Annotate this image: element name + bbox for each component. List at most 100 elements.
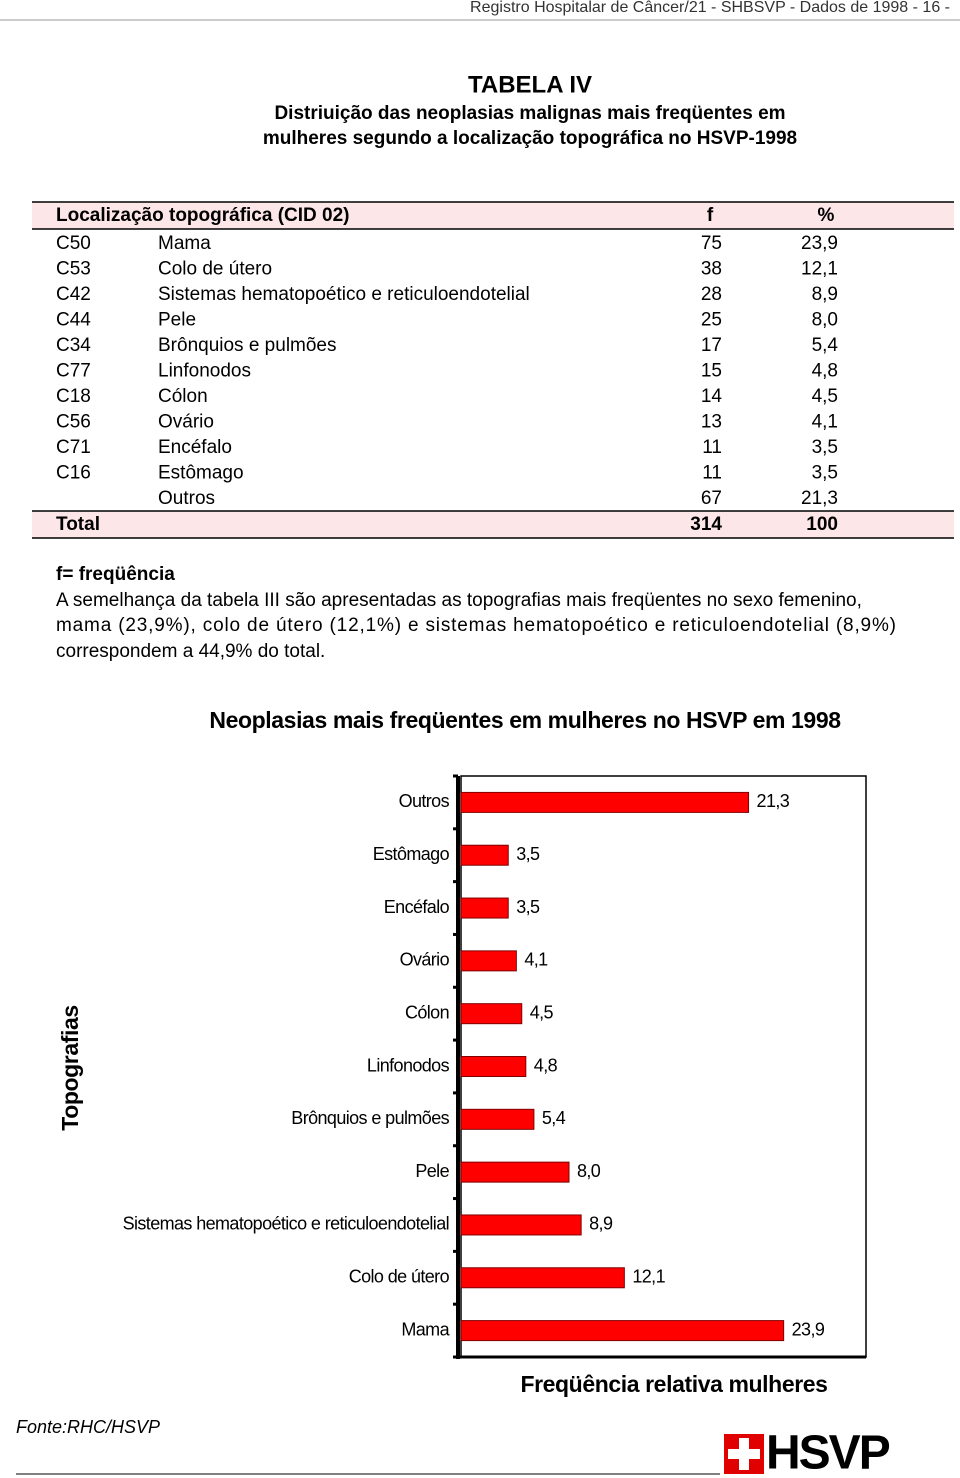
value-label: 23,9: [792, 1319, 825, 1339]
logo-cross: [728, 1449, 760, 1459]
y-tick-label: Colo de útero: [349, 1267, 450, 1287]
value-label: 8,9: [589, 1214, 613, 1234]
y-tick-label: Linfonodos: [367, 1055, 450, 1075]
cell-site: Sistemas hematopoético e reticuloendotel…: [158, 284, 530, 305]
bar: [460, 1214, 582, 1236]
cell-code: C53: [56, 259, 91, 280]
column-header: Localização topográfica (CID 02): [56, 205, 350, 226]
bar: [460, 1003, 523, 1025]
cell-f: 17: [701, 335, 722, 356]
y-tick-label: Ovário: [400, 950, 450, 970]
bar: [460, 1267, 625, 1289]
cell-code: C71: [56, 437, 91, 458]
cell-site: Pele: [158, 310, 196, 331]
table-header-bg: [32, 202, 954, 229]
value-label: 4,8: [534, 1055, 558, 1075]
cell-code: C42: [56, 284, 91, 305]
cell-site: Outros: [158, 488, 215, 509]
chart-title: Neoplasias mais freqüentes em mulheres n…: [209, 707, 841, 733]
cell-pct: 5,4: [812, 335, 839, 356]
cell-site: Mama: [158, 233, 211, 254]
cell-pct: 4,8: [812, 361, 838, 382]
bar: [460, 844, 509, 866]
cell-code: C56: [56, 412, 91, 433]
cell-pct: 21,3: [801, 488, 838, 509]
column-header: f: [707, 205, 714, 226]
cell-f: 11: [702, 463, 722, 484]
cell-pct: 4,5: [812, 386, 838, 407]
cell-f: 75: [701, 233, 722, 254]
column-header: %: [818, 205, 835, 226]
value-label: 8,0: [577, 1161, 601, 1181]
cell-site: Encéfalo: [158, 437, 232, 458]
logo: HSVP: [724, 1427, 892, 1478]
value-label: 4,1: [524, 950, 548, 970]
bar: [460, 1161, 570, 1183]
table-subtitle: mulheres segundo a localização topográfi…: [263, 128, 797, 149]
cell-f: 38: [701, 259, 722, 280]
cell-site: Colo de útero: [158, 259, 272, 280]
y-tick-label: Brônquios e pulmões: [291, 1108, 449, 1128]
cell-f: 11: [702, 437, 722, 458]
y-axis-title: Topografias: [57, 1005, 83, 1131]
bar: [460, 950, 517, 972]
y-tick-label: Mama: [401, 1319, 450, 1339]
cell-pct: 23,9: [801, 233, 838, 254]
x-axis-title: Freqüência relativa mulheres: [520, 1371, 827, 1397]
cell-site: Estômago: [158, 463, 244, 484]
y-tick-label: Encéfalo: [384, 897, 450, 917]
cell-code: C16: [56, 463, 91, 484]
logo-text: HSVP: [766, 1427, 890, 1478]
cell-pct: 8,0: [812, 310, 838, 331]
y-tick-label: Outros: [399, 791, 450, 811]
y-tick-label: Sistemas hematopoético e reticuloendotel…: [123, 1214, 449, 1234]
cell-f: 15: [701, 361, 722, 382]
cell-pct: 8,9: [812, 284, 838, 305]
note-line: A semelhança da tabela III são apresenta…: [56, 590, 862, 611]
total-f: 314: [690, 514, 722, 535]
bar: [460, 791, 750, 813]
cell-f: 14: [701, 386, 723, 407]
value-label: 12,1: [632, 1267, 665, 1287]
total-label: Total: [56, 514, 100, 535]
cell-code: C34: [56, 335, 91, 356]
y-tick-label: Estômago: [373, 844, 450, 864]
cell-site: Ovário: [158, 412, 214, 433]
table-title: TABELA IV: [468, 71, 592, 98]
cell-site: Linfonodos: [158, 361, 251, 382]
total-pct: 100: [806, 514, 838, 535]
note-term: f= freqüência: [56, 564, 175, 585]
value-label: 3,5: [516, 844, 540, 864]
note-line: mama (23,9%), colo de útero (12,1%) e si…: [56, 615, 896, 636]
running-header: Registro Hospitalar de Câncer/21 - SHBSV…: [470, 0, 950, 16]
cell-f: 67: [701, 488, 722, 509]
bar: [460, 1108, 535, 1130]
cell-pct: 3,5: [812, 463, 838, 484]
cell-pct: 3,5: [812, 437, 838, 458]
bar: [460, 1056, 527, 1077]
value-label: 3,5: [516, 897, 540, 917]
table-subtitle: Distriuição das neoplasias malignas mais…: [274, 103, 785, 124]
value-label: 5,4: [542, 1108, 566, 1128]
source: Fonte:RHC/HSVP: [16, 1417, 160, 1437]
bar: [460, 897, 509, 919]
y-tick-label: Cólon: [405, 1002, 449, 1022]
note-line: correspondem a 44,9% do total.: [56, 641, 325, 662]
bar: [460, 1320, 785, 1342]
cell-f: 13: [701, 412, 722, 433]
cell-site: Brônquios e pulmões: [158, 335, 337, 356]
cell-code: C44: [56, 310, 91, 331]
cell-site: Cólon: [158, 386, 208, 407]
cell-pct: 12,1: [801, 259, 838, 280]
cell-f: 25: [701, 310, 722, 331]
cell-code: C18: [56, 386, 91, 407]
y-tick-label: Pele: [415, 1161, 449, 1181]
total-row-bg: [32, 511, 954, 538]
cell-code: C77: [56, 361, 91, 382]
cell-code: C50: [56, 233, 91, 254]
value-label: 21,3: [757, 791, 790, 811]
cell-pct: 4,1: [812, 412, 838, 433]
cell-f: 28: [701, 284, 722, 305]
value-label: 4,5: [530, 1002, 554, 1022]
